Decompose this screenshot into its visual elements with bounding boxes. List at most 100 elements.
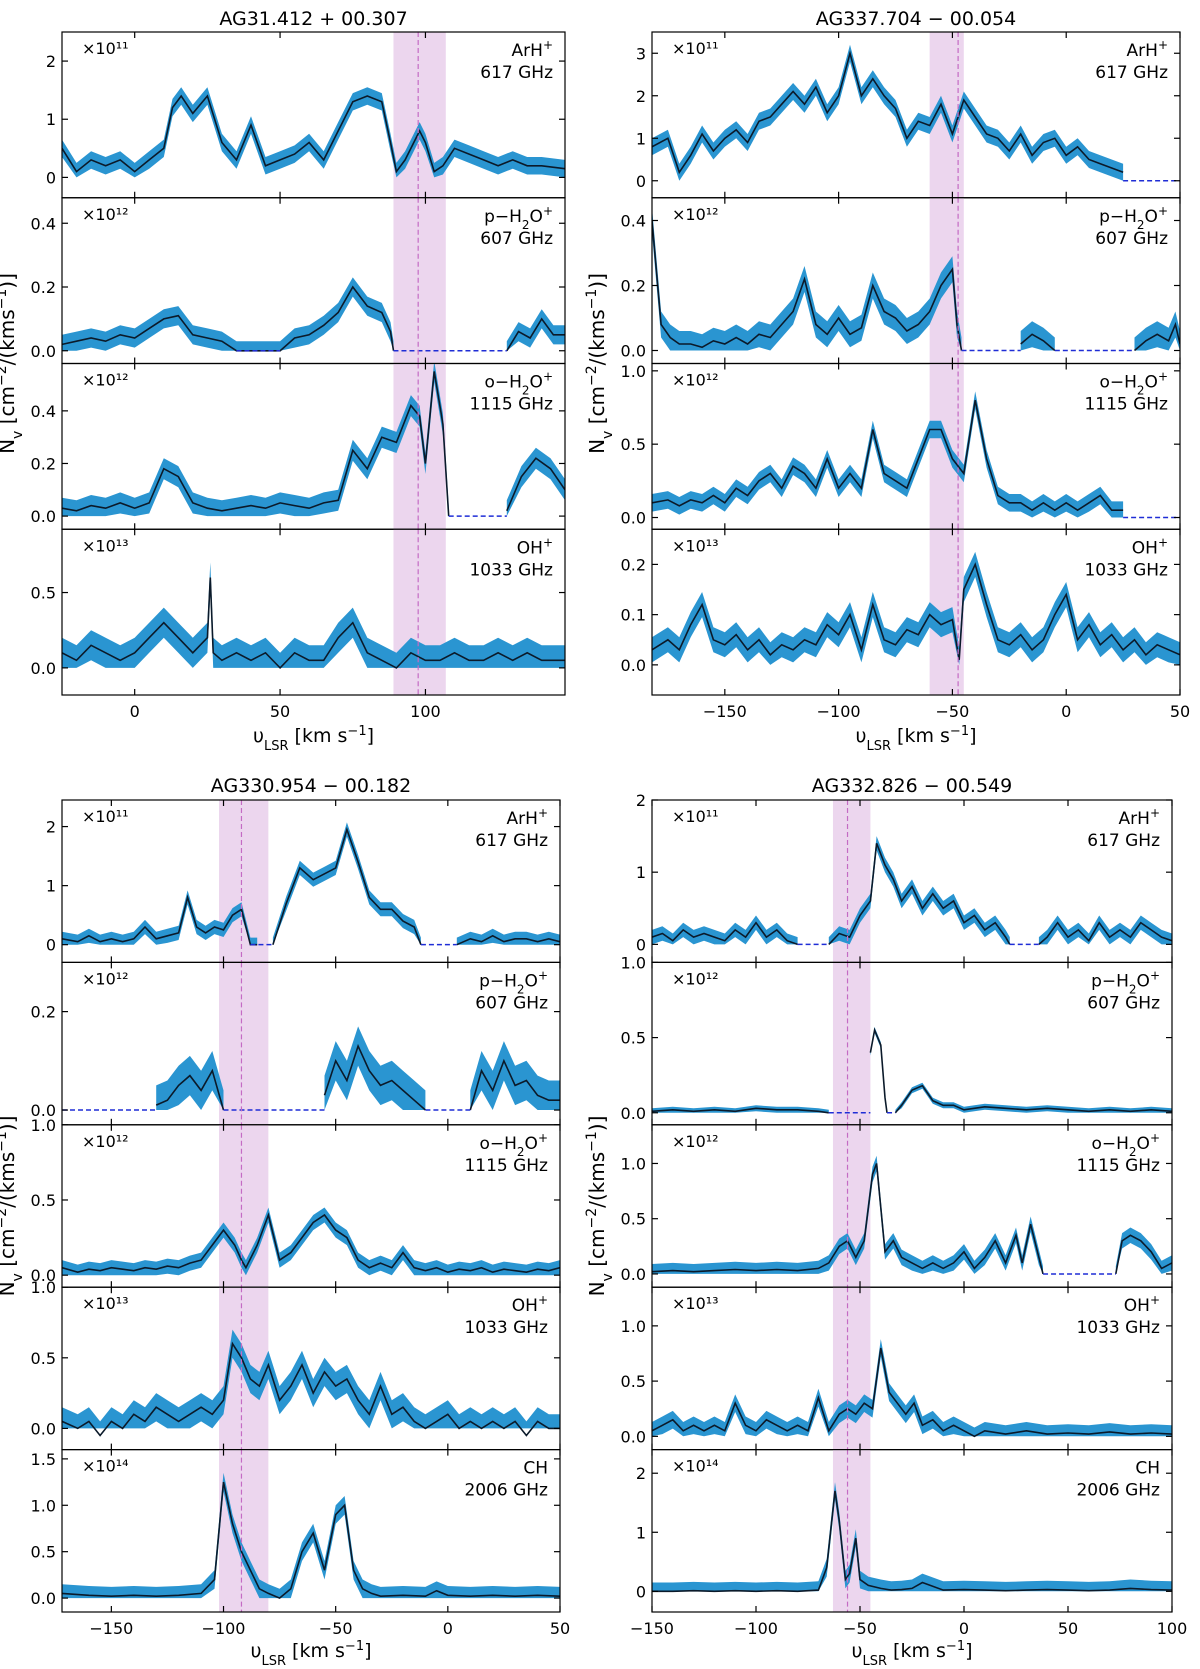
- y-tick-label: 0.2: [31, 454, 56, 473]
- scale-factor-label: ×10¹¹: [82, 807, 129, 826]
- y-tick-label: 0.4: [621, 212, 646, 231]
- series-line: [323, 1043, 426, 1111]
- uncertainty-band: [652, 915, 798, 945]
- y-tick-label: 1.5: [31, 1450, 56, 1469]
- series-line: [62, 1481, 560, 1600]
- uncertainty-band: [62, 277, 394, 351]
- subplot-frame: [651, 1448, 1173, 1613]
- scale-factor-label: ×10¹¹: [672, 39, 719, 58]
- y-tick-label: 0.0: [31, 1266, 56, 1285]
- y-tick-label: 0.0: [31, 1101, 56, 1120]
- x-tick-label: −100: [202, 1619, 246, 1638]
- frequency-label: 617 GHz: [475, 831, 548, 851]
- uncertainty-band: [156, 1051, 224, 1110]
- series-line: [62, 94, 565, 174]
- series-line: [828, 843, 1011, 945]
- y-tick-label: 3: [636, 44, 646, 63]
- species-label: ArH+: [507, 806, 548, 829]
- species-label: OH+: [1124, 1293, 1160, 1316]
- species-label: ArH+: [1127, 38, 1168, 61]
- scale-factor-label: ×10¹²: [672, 969, 719, 988]
- scale-factor-label: ×10¹²: [82, 371, 129, 390]
- frequency-label: 1115 GHz: [464, 1156, 548, 1176]
- frequency-label: 607 GHz: [475, 993, 548, 1013]
- vlsr-range-shade: [832, 1124, 871, 1288]
- series-line: [652, 921, 798, 946]
- subplot-1: [62, 32, 565, 198]
- subplot-1: [652, 32, 1180, 198]
- series-line: [652, 400, 1124, 512]
- frequency-label: 1115 GHz: [1076, 1156, 1160, 1176]
- y-tick-label: 1: [46, 877, 56, 896]
- series-line: [652, 1107, 829, 1114]
- scale-factor-label: ×10¹⁴: [672, 1457, 719, 1476]
- subplot-4: [652, 529, 1180, 695]
- series-line: [506, 457, 565, 512]
- series-line: [1133, 321, 1180, 352]
- x-tick-label: −50: [319, 1619, 353, 1638]
- subplot-frame: [651, 31, 1181, 199]
- uncertainty-band: [456, 928, 560, 945]
- species-label: o−H2O+: [479, 1131, 548, 1159]
- y-tick-label: 1.0: [31, 1278, 56, 1297]
- series-line: [1115, 1234, 1172, 1275]
- species-label: OH+: [517, 535, 553, 558]
- y-tick-label: 0.0: [621, 656, 646, 675]
- y-tick-label: 0.0: [621, 509, 646, 528]
- vlsr-range-shade: [393, 529, 446, 695]
- subplot-frame: [61, 1448, 561, 1613]
- frequency-label: 1115 GHz: [469, 395, 553, 415]
- scale-factor-label: ×10¹³: [672, 536, 719, 555]
- x-tick-label: 100: [1157, 1619, 1188, 1638]
- series-line: [869, 1027, 888, 1113]
- y-tick-label: 1: [636, 1523, 646, 1542]
- uncertainty-band: [62, 87, 565, 178]
- series-line: [652, 220, 963, 351]
- y-tick-label: 0.0: [31, 659, 56, 678]
- y-tick-label: 1: [636, 129, 646, 148]
- y-tick-label: 2: [636, 791, 646, 810]
- y-tick-label: 0.2: [31, 278, 56, 297]
- x-tick-label: −150: [89, 1619, 133, 1638]
- series-line: [272, 826, 422, 945]
- subplot-3: [62, 363, 565, 530]
- scale-factor-label: ×10¹³: [672, 1294, 719, 1313]
- series-line: [62, 894, 258, 946]
- species-label: CH: [523, 1459, 548, 1479]
- panel-4: AG332.826 − 00.549 0 1 2 ×10¹¹ ArH+617 GHz 0.0…: [584, 775, 1187, 1669]
- y-tick-label: 0.5: [621, 435, 646, 454]
- y-tick-label: 1: [636, 863, 646, 882]
- species-label: ArH+: [512, 38, 553, 61]
- subplot-frame: [651, 528, 1181, 696]
- y-tick-label: 0.5: [621, 1372, 646, 1391]
- x-tick-label: 50: [270, 702, 290, 721]
- frequency-label: 1033 GHz: [1084, 560, 1168, 580]
- series-line: [1038, 921, 1172, 946]
- scale-factor-label: ×10¹²: [82, 969, 129, 988]
- x-tick-label: −100: [817, 702, 861, 721]
- y-tick-label: 0.2: [621, 555, 646, 574]
- scale-factor-label: ×10¹¹: [82, 39, 129, 58]
- x-tick-label: −150: [630, 1619, 674, 1638]
- y-tick-label: 0.5: [31, 1543, 56, 1562]
- x-tick-label: 0: [959, 1619, 969, 1638]
- scale-factor-label: ×10¹²: [672, 371, 719, 390]
- series-line: [506, 317, 565, 352]
- y-tick-label: 2: [636, 1464, 646, 1483]
- species-label: ArH+: [1119, 806, 1160, 829]
- frequency-label: 607 GHz: [480, 229, 553, 249]
- scale-factor-label: ×10¹³: [82, 536, 129, 555]
- series-line: [62, 371, 450, 517]
- y-tick-label: 0: [636, 935, 646, 954]
- series-line: [652, 1347, 1172, 1438]
- species-label: o−H2O+: [1091, 1131, 1160, 1159]
- subplot-2: [652, 197, 1180, 364]
- x-tick-label: 0: [130, 702, 140, 721]
- frequency-label: 617 GHz: [480, 63, 553, 83]
- frequency-label: 1033 GHz: [464, 1318, 548, 1338]
- x-tick-label: −150: [703, 702, 747, 721]
- uncertainty-band: [895, 1082, 1172, 1113]
- uncertainty-band: [62, 562, 565, 668]
- y-tick-label: 1.0: [621, 953, 646, 972]
- y-tick-label: 0.5: [31, 1349, 56, 1368]
